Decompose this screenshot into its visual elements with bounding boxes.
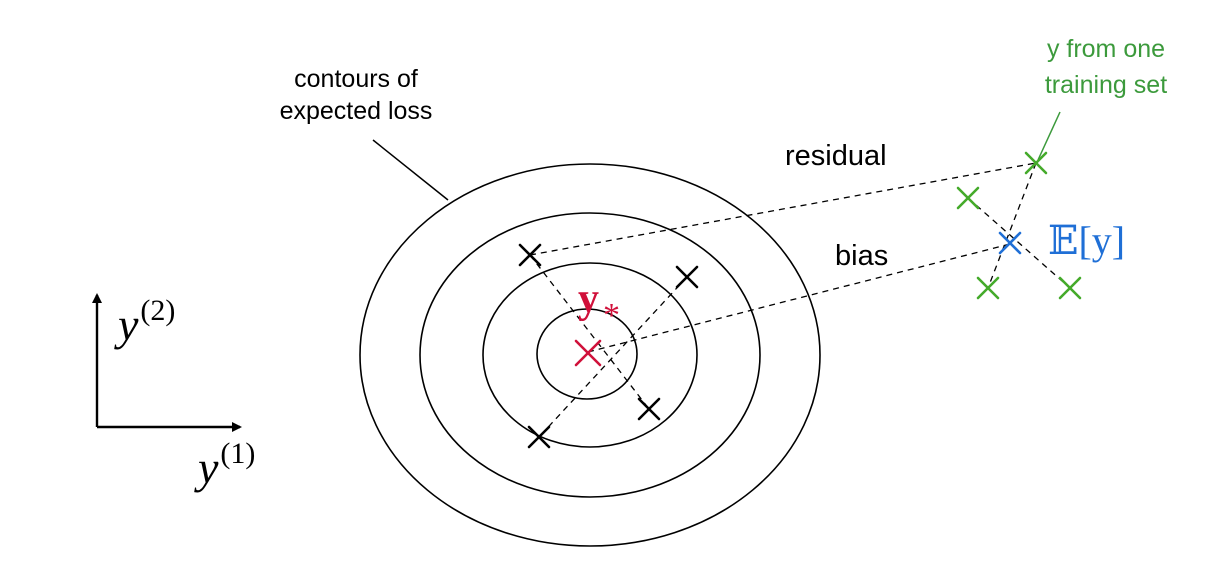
cross-mark xyxy=(675,265,699,289)
training-pointer-line xyxy=(1037,111,1061,161)
axis-y1-superscript: (1) xyxy=(220,437,255,470)
contour-3 xyxy=(419,212,761,498)
axis-y1-label: y(1) xyxy=(194,437,255,493)
contour-2 xyxy=(482,262,698,448)
axis-y2-superscript: (2) xyxy=(140,294,175,327)
optimum-symbol: y xyxy=(578,276,599,322)
cross-mark xyxy=(1024,151,1048,175)
cross-mark xyxy=(976,276,1000,300)
contours-label-line2: expected loss xyxy=(280,97,433,125)
bias-line xyxy=(587,243,1011,353)
residual-line xyxy=(529,162,1037,256)
axes xyxy=(92,293,242,432)
contours-label-line1: contours of xyxy=(294,65,418,93)
cross-mark xyxy=(1058,276,1082,300)
training-label-line2: training set xyxy=(1045,71,1167,99)
axis-y2-base: y xyxy=(114,299,139,350)
dash-b xyxy=(538,276,688,438)
green-dash-b xyxy=(987,162,1037,289)
axis-y1-base: y xyxy=(194,442,219,493)
optimum-subscript: * xyxy=(603,297,620,334)
optimum-label: y * xyxy=(578,276,620,334)
bias-label: bias xyxy=(835,240,888,272)
black-crosses xyxy=(518,243,699,449)
optimum-cross xyxy=(574,339,602,367)
contours-pointer-line xyxy=(372,139,449,201)
expectation-label: 𝔼[y] xyxy=(1048,218,1125,263)
cross-mark xyxy=(637,397,661,421)
contour-inner xyxy=(536,308,638,400)
green-dash-a xyxy=(967,197,1071,289)
cross-mark xyxy=(956,186,980,210)
contours xyxy=(359,163,821,547)
expectation-cross xyxy=(998,231,1022,255)
contour-outer xyxy=(359,163,821,547)
cross-mark xyxy=(527,425,551,449)
axis-y2-label: y(2) xyxy=(114,294,175,350)
training-label-line1: y from one xyxy=(1047,35,1165,63)
cross-mark xyxy=(518,243,542,267)
dashed-lines xyxy=(529,162,1071,438)
residual-label: residual xyxy=(785,140,887,172)
green-crosses xyxy=(956,151,1082,300)
